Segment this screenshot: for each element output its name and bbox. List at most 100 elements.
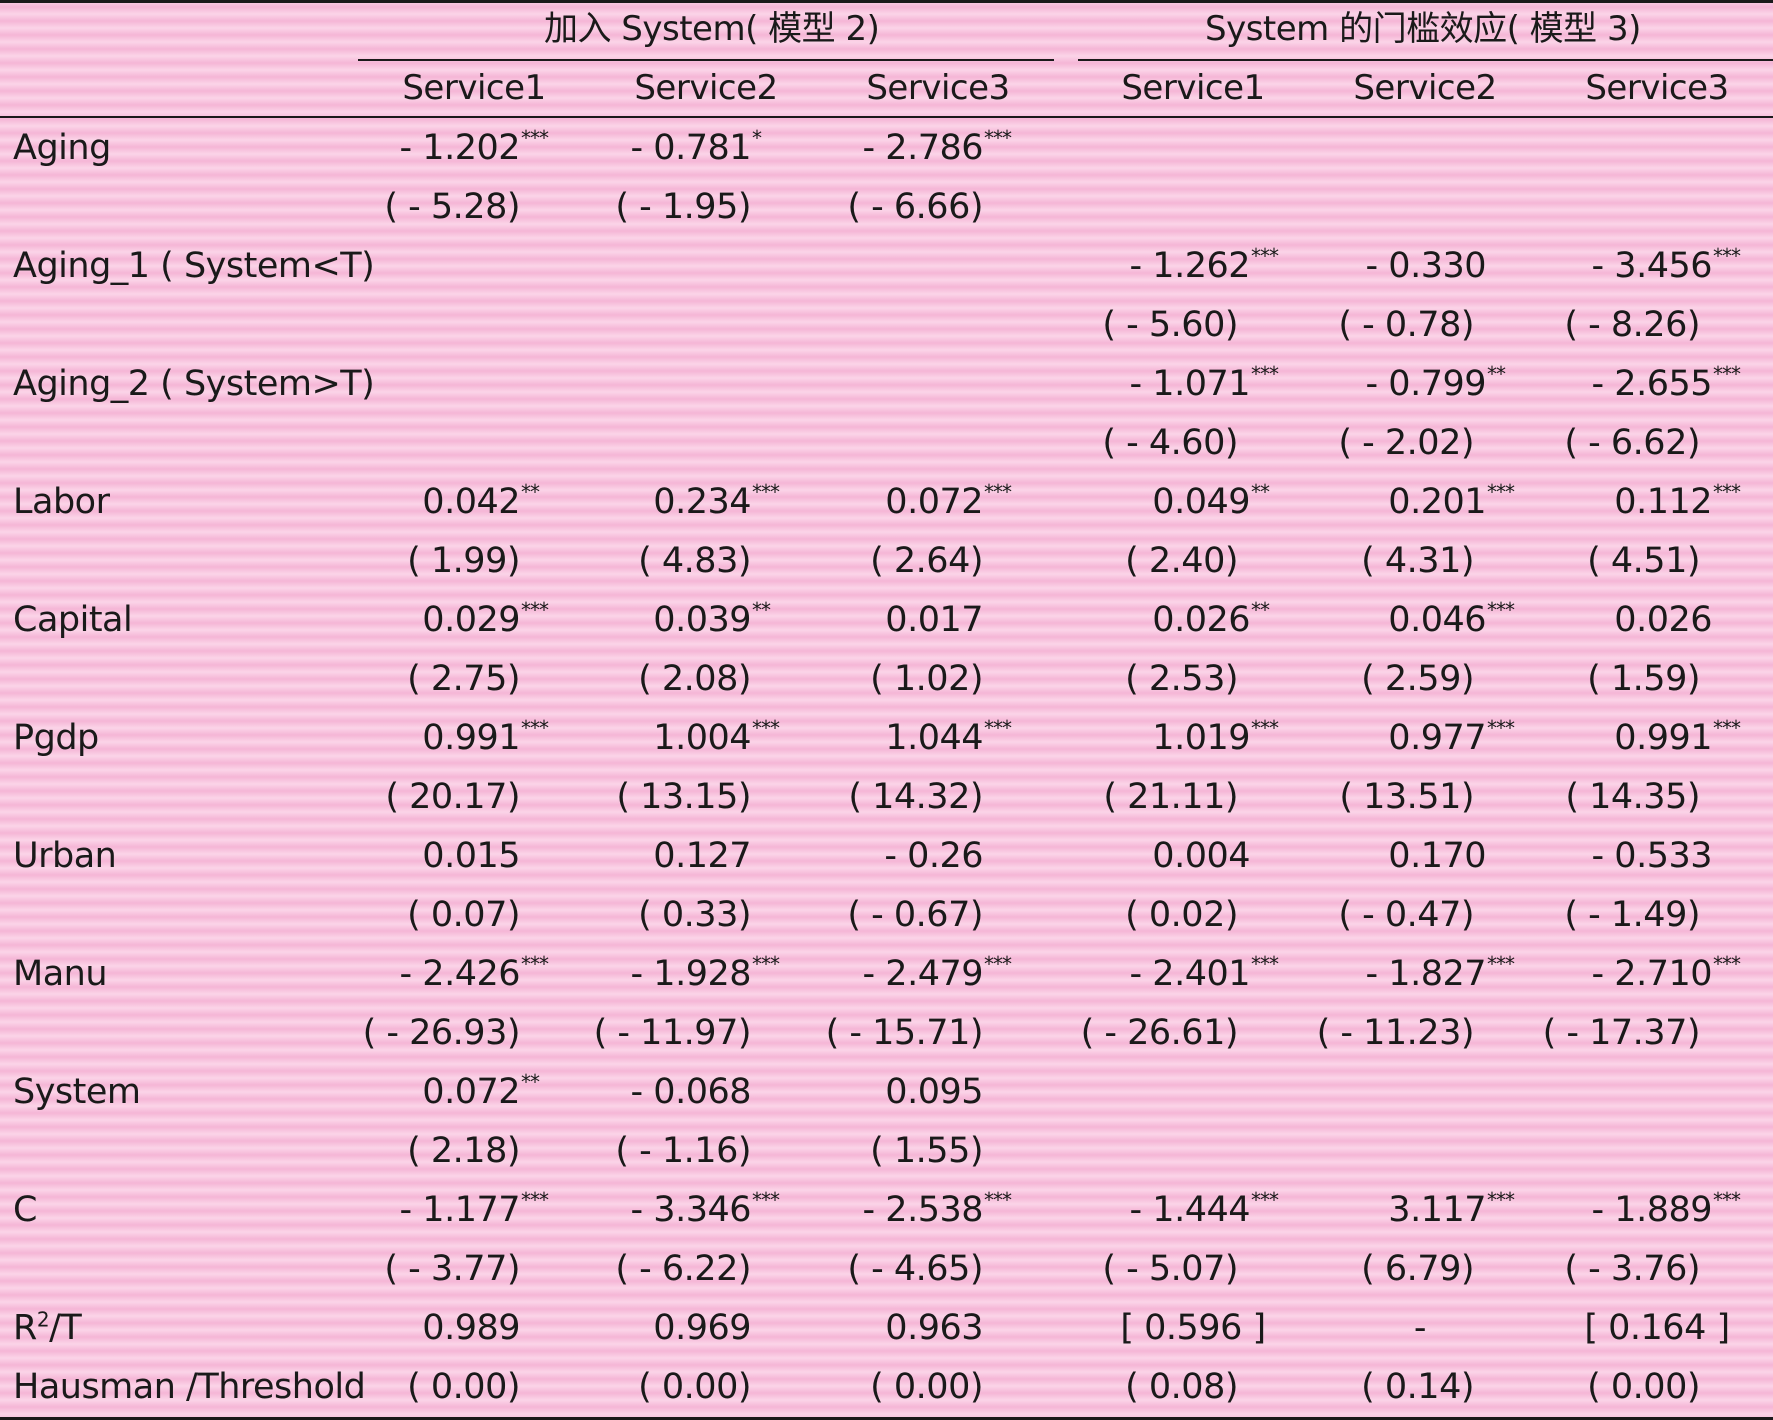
coef-cell: 1.044	[885, 721, 983, 756]
significance-stars: ***	[1487, 480, 1515, 504]
coef-cell: 0.004	[1152, 839, 1250, 874]
coef-value: - 2.401	[1129, 954, 1251, 994]
coef-cell: - 1.262	[1130, 249, 1251, 284]
t-stat-cell: ( 2.75)	[407, 659, 520, 699]
coef-cell: 0.112	[1614, 485, 1712, 520]
coef-value: 0.991	[422, 718, 520, 758]
t-stat-cell: ( 1.59)	[1587, 659, 1700, 699]
significance-stars: **	[1251, 480, 1270, 504]
coef-cell: 0.029	[422, 603, 520, 638]
coef-cell: - 2.479	[863, 957, 984, 992]
coef-value: - 1.202	[399, 128, 521, 168]
coef-cell: - 1.827	[1366, 957, 1487, 992]
row-label: Capital	[13, 600, 133, 640]
t-stat-cell: ( - 17.37)	[1542, 1013, 1701, 1053]
coef-cell: - 1.444	[1130, 1193, 1251, 1228]
r2-label-superscript: 2	[36, 1307, 50, 1332]
significance-stars: ***	[984, 1188, 1012, 1212]
significance-stars: **	[521, 1070, 540, 1094]
t-stat-cell: ( - 6.66)	[847, 187, 983, 227]
significance-stars: *	[752, 126, 762, 150]
t-stat-cell: ( - 3.76)	[1564, 1249, 1700, 1289]
column-header-m3-service2: Service2	[1353, 68, 1497, 108]
t-stat-cell: ( - 4.60)	[1102, 423, 1238, 463]
coef-value: 0.991	[1614, 718, 1712, 758]
significance-stars: ***	[1487, 952, 1515, 976]
significance-stars: ***	[521, 716, 549, 740]
t-stat-cell: ( 2.59)	[1361, 659, 1474, 699]
bottom-rule	[0, 1417, 1773, 1420]
t-stat-cell: ( - 5.28)	[384, 187, 520, 227]
t-stat-cell: ( 1.99)	[407, 541, 520, 581]
r2-label-rest: /T	[49, 1308, 82, 1348]
significance-stars: ***	[1487, 716, 1515, 740]
hausman-value: ( 0.00)	[870, 1367, 983, 1407]
coef-cell: - 2.710	[1592, 957, 1713, 992]
coef-value: 0.042	[422, 482, 520, 522]
significance-stars: ***	[521, 126, 549, 150]
coef-value: - 2.538	[862, 1190, 984, 1230]
coef-value: 1.044	[885, 718, 983, 758]
column-header-m2-service2: Service2	[634, 68, 778, 108]
r2-value: 0.969	[653, 1308, 751, 1348]
t-stat-cell: ( 4.51)	[1587, 541, 1700, 581]
group-underline-model2	[358, 59, 1054, 61]
t-stat-cell: ( 0.02)	[1125, 895, 1238, 935]
coef-value: - 2.655	[1591, 364, 1713, 404]
r2-label-base: R	[13, 1308, 37, 1348]
coef-value: 0.026	[1614, 600, 1712, 640]
t-stat-cell: ( - 6.62)	[1564, 423, 1700, 463]
coef-value: - 1.071	[1129, 364, 1251, 404]
coef-cell: - 1.928	[630, 954, 752, 994]
coef-cell: 0.072	[422, 1075, 520, 1110]
coef-cell: 0.991	[422, 721, 520, 756]
t-stat-cell: ( 0.07)	[407, 895, 520, 935]
coef-value: - 2.426	[399, 954, 521, 994]
coef-cell: 0.049	[1152, 485, 1250, 520]
t-stat-cell: ( 13.51)	[1339, 777, 1474, 817]
coef-cell: - 2.786	[863, 131, 984, 166]
coef-value: - 0.799	[1365, 364, 1487, 404]
coef-value: 1.019	[1152, 718, 1250, 758]
t-stat-cell: ( - 0.47)	[1338, 895, 1474, 935]
significance-stars: **	[752, 598, 771, 622]
coef-cell: - 1.071	[1129, 364, 1251, 404]
significance-stars: ***	[1251, 952, 1279, 976]
coef-cell: - 2.426	[399, 954, 521, 994]
coef-cell: 0.095	[885, 1075, 983, 1110]
r2-value: 0.989	[422, 1308, 520, 1348]
t-stat-cell: ( - 11.97)	[593, 1013, 752, 1053]
t-stat-cell: ( 2.08)	[638, 659, 751, 699]
significance-stars: ***	[1713, 244, 1741, 268]
coef-cell: - 0.781	[631, 131, 752, 166]
coef-value: - 1.928	[630, 954, 752, 994]
row-label-hausman: Hausman /Threshold	[13, 1367, 366, 1407]
t-stat-cell: ( - 2.02)	[1338, 423, 1474, 463]
coef-cell: 0.234	[653, 485, 751, 520]
t-stat-cell: ( 13.15)	[616, 777, 751, 817]
coef-cell: 0.072	[885, 485, 983, 520]
significance-stars: ***	[1487, 598, 1515, 622]
coef-value: - 1.177	[399, 1190, 521, 1230]
hausman-value: ( 0.14)	[1361, 1367, 1474, 1407]
coef-cell: - 1.202	[399, 128, 521, 168]
t-stat-cell: ( - 3.77)	[384, 1249, 520, 1289]
group-header-model3: System 的门槛效应( 模型 3)	[1205, 9, 1641, 49]
coef-value: 0.234	[653, 482, 751, 522]
t-stat-cell: ( - 8.26)	[1564, 305, 1700, 345]
t-stat-cell: ( 4.83)	[638, 541, 751, 581]
row-label: System	[13, 1072, 141, 1112]
coef-cell: 3.117	[1388, 1193, 1486, 1228]
significance-stars: ***	[984, 952, 1012, 976]
coef-cell: - 3.456	[1592, 249, 1713, 284]
coef-value: - 0.068	[630, 1072, 752, 1112]
significance-stars: ***	[1251, 362, 1279, 386]
significance-stars: **	[1251, 598, 1270, 622]
group-header-model2: 加入 System( 模型 2)	[544, 9, 880, 49]
t-stat-cell: ( 20.17)	[385, 777, 520, 817]
coef-cell: 0.201	[1388, 485, 1486, 520]
coef-value: 0.072	[422, 1072, 520, 1112]
t-stat-cell: ( 1.02)	[870, 659, 983, 699]
coef-cell: - 0.533	[1592, 839, 1713, 874]
